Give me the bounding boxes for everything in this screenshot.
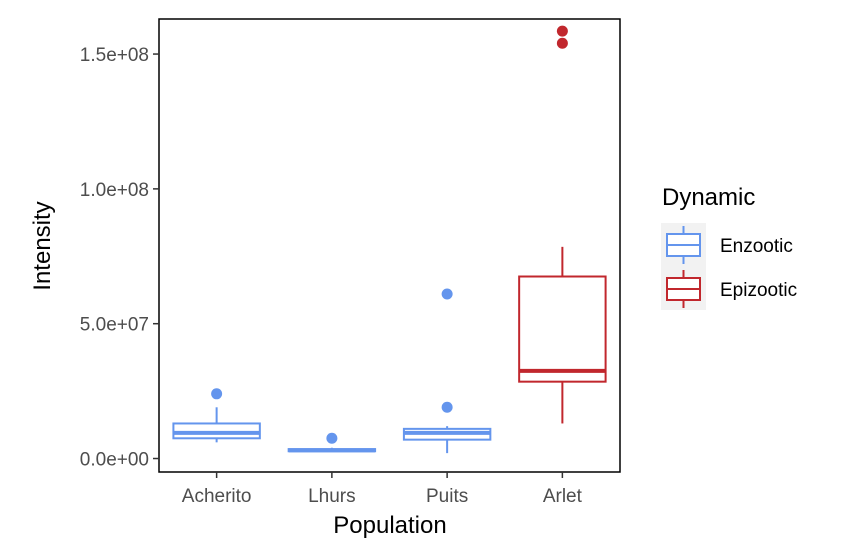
legend-label-epizootic: Epizootic	[720, 280, 797, 301]
box-outlier	[441, 401, 453, 413]
box-outlier	[211, 388, 223, 400]
x-tick-label: Arlet	[543, 486, 583, 507]
box-outlier	[326, 432, 338, 444]
box-acherito	[172, 388, 261, 443]
y-tick-label: 0.0e+00	[80, 450, 149, 471]
legend-label-enzootic: Enzootic	[720, 236, 793, 257]
box-outlier	[556, 25, 568, 37]
x-tick-label: Puits	[426, 486, 468, 507]
x-axis-title: Population	[333, 512, 446, 539]
y-axis-title: Intensity	[29, 201, 56, 290]
y-tick-label: 5.0e+07	[80, 315, 149, 336]
box-body	[172, 422, 261, 440]
box-lhurs	[287, 432, 377, 453]
y-axis: 0.0e+00 5.0e+07 1.0e+08 1.5e+08	[80, 45, 159, 471]
x-tick-label: Lhurs	[308, 486, 356, 507]
legend-title: Dynamic	[662, 184, 755, 211]
box-outlier	[556, 37, 568, 49]
plot-panel-border	[158, 18, 621, 473]
box-puits	[402, 288, 492, 454]
x-tick-label: Acherito	[182, 486, 252, 507]
box-body	[518, 275, 607, 383]
legend-key-epizootic	[666, 270, 701, 308]
x-axis: Acherito Lhurs Puits Arlet	[182, 472, 583, 507]
box-arlet	[518, 25, 607, 424]
legend-key-enzootic	[666, 226, 701, 264]
box-outlier	[441, 288, 453, 300]
y-tick-label: 1.5e+08	[80, 45, 149, 66]
legend: Dynamic Enzootic Epizootic	[661, 184, 797, 310]
plot-marks	[172, 25, 607, 454]
y-tick-label: 1.0e+08	[80, 180, 149, 201]
legend-keys	[666, 226, 701, 308]
